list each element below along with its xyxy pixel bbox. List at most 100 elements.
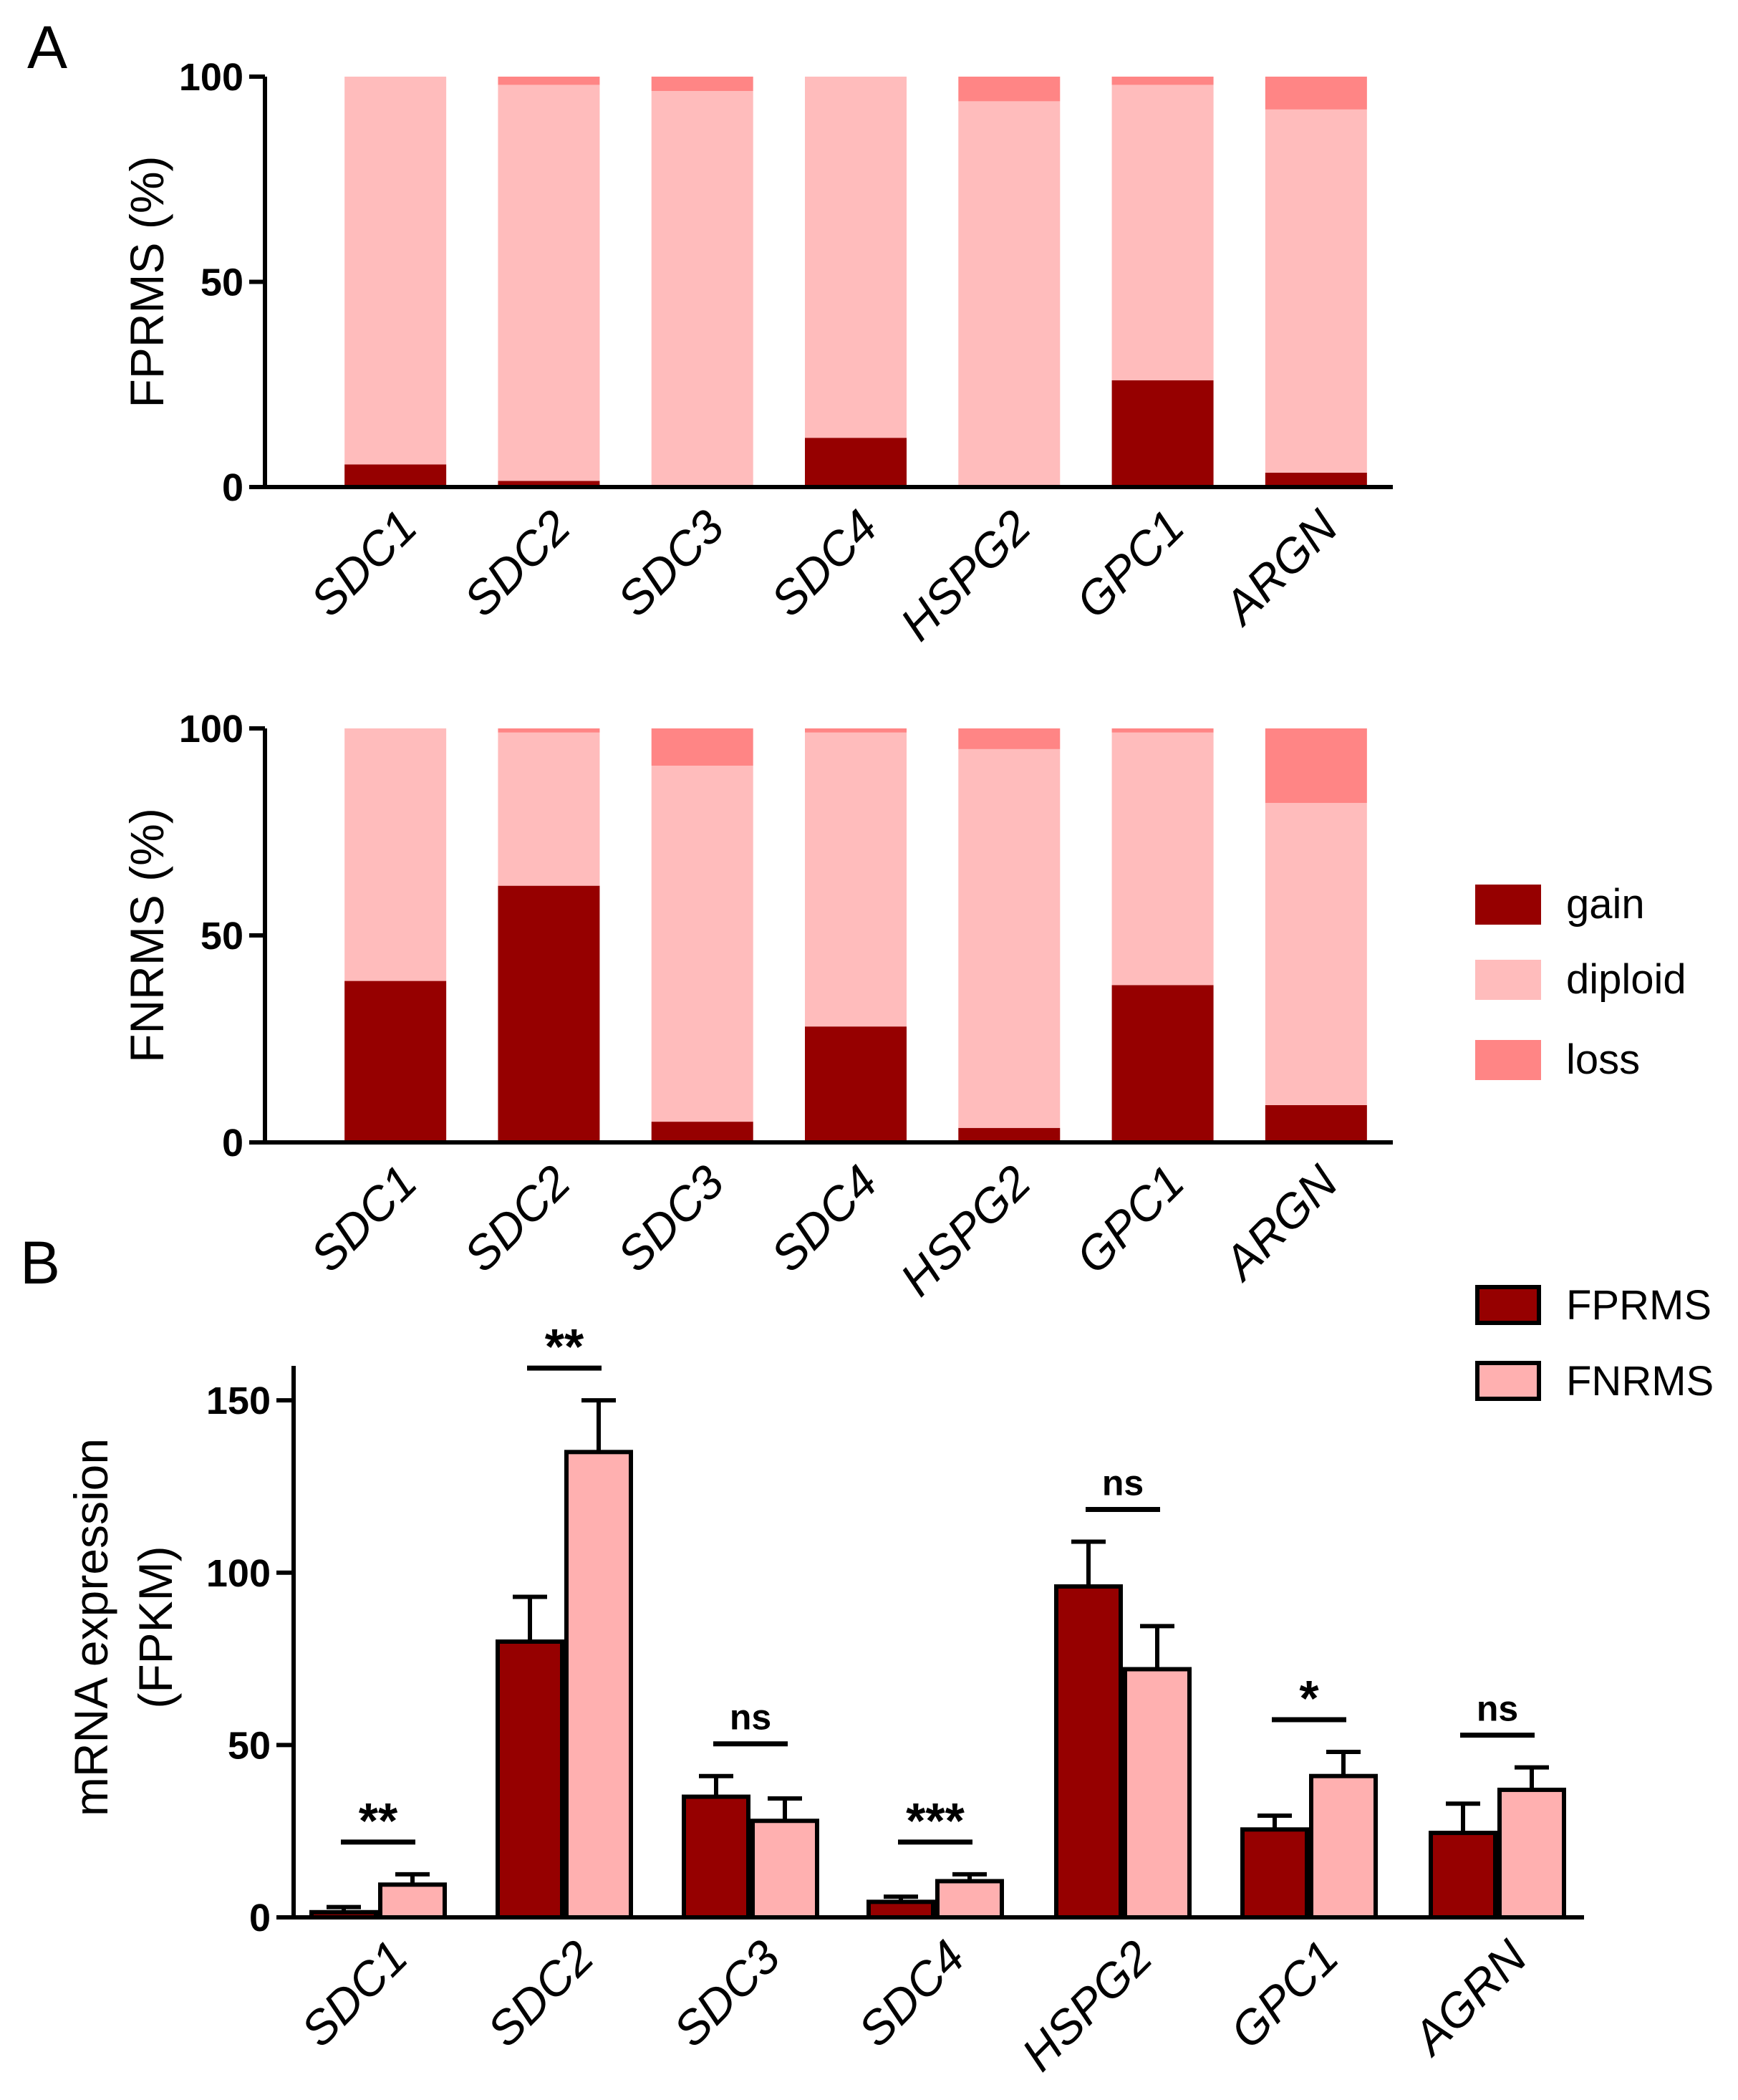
bar-diploid-argn [1265,803,1367,1105]
bar-fnrms-hspg2 [1123,1667,1192,1920]
y-tick-label: 150 [206,1379,271,1422]
bar-diploid-sdc3 [651,91,753,488]
y-tick-label: 100 [179,56,243,99]
bar-diploid-sdc1 [344,77,447,465]
y-tick-label: 50 [201,915,243,958]
significance-label-sdc2: ** [545,1319,584,1374]
significance-label-sdc4: *** [906,1793,965,1849]
bar-gain-argn [1265,472,1367,487]
category-label-sdc3: SDC3 [607,499,734,626]
bar-loss-gpc1 [1111,77,1214,85]
category-label-sdc4: SDC4 [848,1930,975,2057]
category-label-argn: ARGN [1212,499,1348,635]
y-axis-title-line1: mRNA expression [64,1438,117,1816]
legend-swatch-diploid [1475,960,1541,1000]
fprms-copy-number-chart: SDC1 SDC2 SDC3 SDC4 HSPG2 GPC1 ARGN 0 50 100 FPRMS… [120,56,1393,650]
legend-label-diploid: diploid [1566,956,1686,1003]
significance-label-hspg2: ns [1102,1463,1144,1503]
y-tick-label: 0 [222,466,243,509]
category-label-hspg2: HSPG2 [1011,1930,1162,2081]
y-axis-title-line2: (FPKM) [129,1546,182,1708]
bar-gain-gpc1 [1111,380,1214,487]
bar-gain-sdc2 [498,481,600,487]
bar-loss-hspg2 [958,77,1061,102]
category-label-sdc1: SDC1 [300,500,427,627]
category-label-sdc4: SDC4 [761,1155,887,1282]
legend-label-fnrms: FNRMS [1566,1358,1714,1405]
legend-swatch-fnrms [1475,1361,1541,1401]
category-label-argn: ARGN [1212,1155,1348,1291]
bar-gain-sdc4 [805,438,907,487]
category-label-sdc2: SDC2 [477,1930,604,2057]
bar-fprms-agrn [1429,1831,1497,1920]
bar-fprms-sdc3 [682,1794,750,1920]
bar-gain-sdc1 [344,464,447,487]
y-tick-label: 100 [179,708,243,751]
category-label-gpc1: GPC1 [1220,1930,1348,2058]
bar-diploid-sdc1 [344,728,447,981]
bar-fprms-gpc1 [1240,1827,1309,1920]
bar-diploid-hspg2 [958,101,1061,487]
bar-loss-sdc2 [498,77,600,85]
bar-loss-hspg2 [958,728,1061,749]
category-label-sdc4: SDC4 [761,500,887,627]
bar-fprms-sdc2 [496,1639,564,1920]
category-label-gpc1: GPC1 [1066,1155,1194,1283]
legend-label-gain: gain [1566,881,1645,928]
bar-fnrms-sdc1 [378,1882,447,1920]
category-label-sdc3: SDC3 [663,1930,790,2056]
bar-diploid-sdc3 [651,766,753,1122]
bar-fprms-hspg2 [1054,1584,1123,1920]
bar-diploid-sdc2 [498,85,600,481]
bar-gain-argn [1265,1104,1367,1142]
y-axis-title: FPRMS (%) [120,156,173,408]
category-label-sdc1: SDC1 [300,1155,427,1282]
bar-gain-sdc4 [805,1026,907,1142]
bar-loss-sdc3 [651,728,753,766]
category-label-sdc1: SDC1 [291,1930,417,2057]
legend-label-loss: loss [1566,1036,1640,1083]
bar-diploid-hspg2 [958,748,1061,1128]
significance-label-sdc1: ** [359,1793,398,1849]
bar-gain-hspg2 [958,1127,1061,1142]
bar-diploid-sdc4 [805,732,907,1027]
legend-swatch-fprms [1475,1285,1541,1325]
bar-fnrms-sdc4 [935,1879,1004,1920]
y-tick-label: 50 [201,261,243,304]
y-axis-title: FNRMS (%) [120,808,173,1063]
legend-label-fprms: FPRMS [1566,1282,1712,1329]
bar-diploid-gpc1 [1111,85,1214,381]
category-label-sdc3: SDC3 [607,1155,734,1281]
category-label-agrn: AGRN [1401,1930,1537,2066]
y-tick-label: 50 [228,1724,271,1767]
bar-fprms-sdc4 [866,1899,935,1920]
y-tick-label: 0 [222,1122,243,1165]
mrna-expression-chart: ** SDC1 ** SDC2 ns SDC3 *** SDC4 ns HSPG2 * GPC1 ns A… [64,1282,1714,2081]
legend-swatch-loss [1475,1040,1541,1080]
bar-diploid-sdc4 [805,77,907,438]
fnrms-copy-number-chart: SDC1 SDC2 SDC3 SDC4 HSPG2 GPC1 ARGN 0 50 100 FNRMS… [120,708,1686,1306]
category-label-hspg2: HSPG2 [890,500,1041,651]
bar-gain-gpc1 [1111,985,1214,1142]
bar-diploid-gpc1 [1111,732,1214,986]
bar-gain-sdc3 [651,1122,753,1142]
panel-letter-b: B [20,1229,60,1296]
category-label-gpc1: GPC1 [1066,500,1194,628]
bar-diploid-sdc2 [498,732,600,886]
y-tick-label: 0 [249,1897,271,1940]
bar-fnrms-sdc3 [750,1819,819,1920]
bar-fnrms-gpc1 [1309,1773,1378,1920]
category-label-sdc2: SDC2 [454,500,581,627]
bar-loss-argn [1265,77,1367,110]
significance-label-agrn: ns [1477,1689,1518,1729]
bar-gain-sdc1 [344,981,447,1142]
bar-fnrms-agrn [1497,1787,1566,1920]
panel-letter-a: A [27,14,67,81]
bar-fnrms-sdc2 [564,1450,633,1920]
category-label-sdc2: SDC2 [454,1155,581,1282]
bar-loss-gpc1 [1111,728,1214,733]
legend-swatch-gain [1475,885,1541,925]
category-label-hspg2: HSPG2 [890,1155,1041,1306]
bar-loss-sdc3 [651,77,753,92]
